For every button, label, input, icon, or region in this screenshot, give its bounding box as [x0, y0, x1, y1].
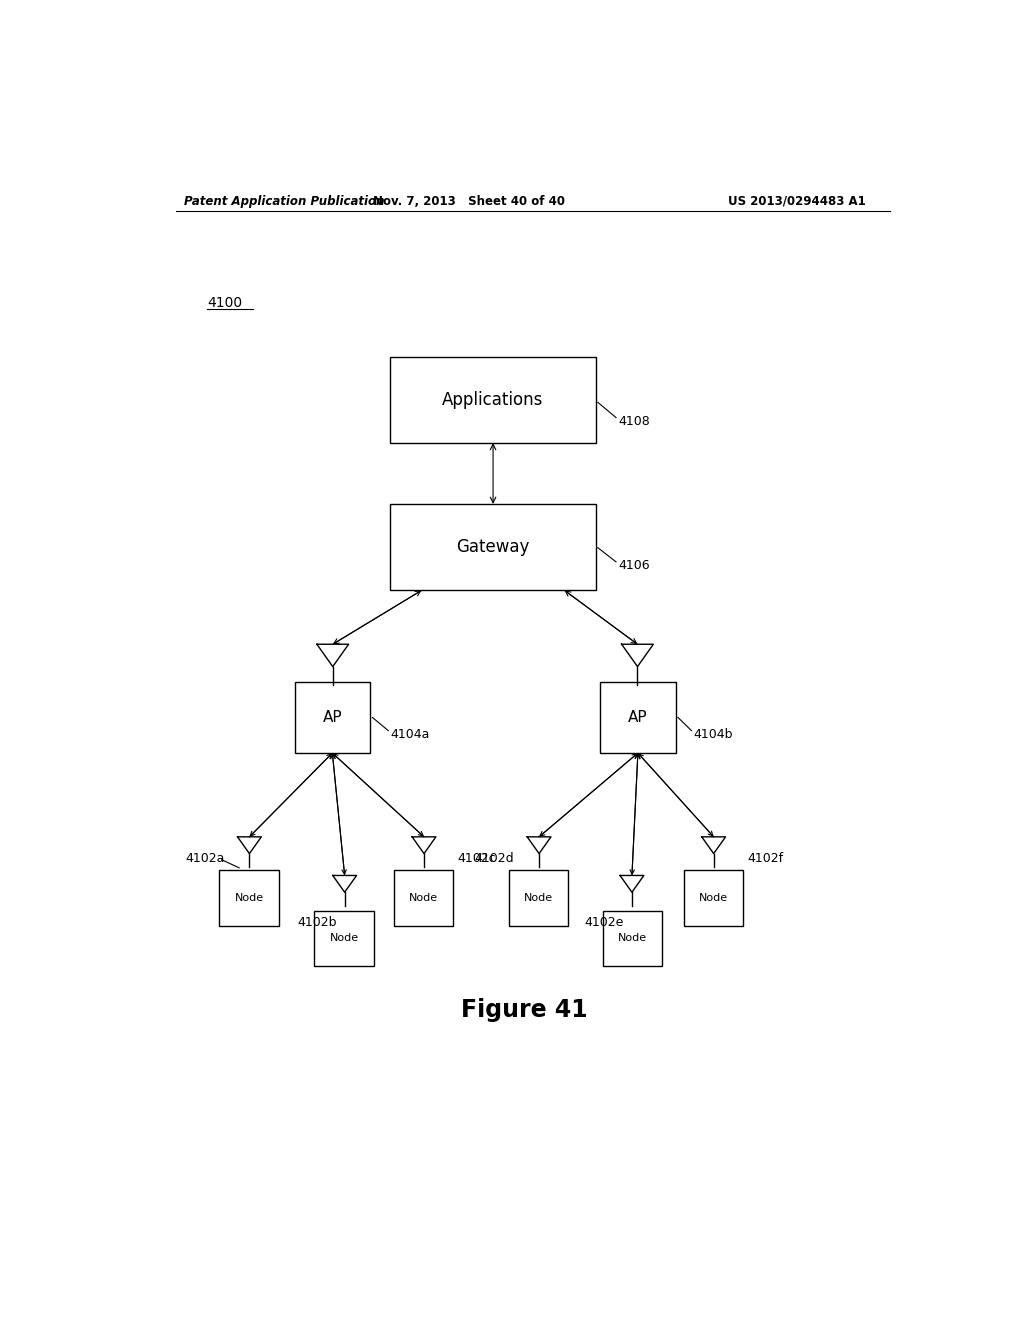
Text: 4104a: 4104a	[390, 727, 429, 741]
Text: US 2013/0294483 A1: US 2013/0294483 A1	[728, 194, 866, 207]
Text: 4102d: 4102d	[475, 851, 514, 865]
FancyBboxPatch shape	[600, 682, 676, 752]
FancyBboxPatch shape	[314, 911, 374, 966]
Text: 4102e: 4102e	[585, 916, 624, 928]
Text: 4102a: 4102a	[185, 851, 224, 865]
Text: Node: Node	[698, 892, 728, 903]
FancyBboxPatch shape	[390, 356, 596, 444]
Text: Figure 41: Figure 41	[462, 998, 588, 1022]
Text: 4102f: 4102f	[748, 851, 783, 865]
Text: Node: Node	[524, 892, 553, 903]
Text: Nov. 7, 2013   Sheet 40 of 40: Nov. 7, 2013 Sheet 40 of 40	[373, 194, 565, 207]
Text: AP: AP	[323, 710, 342, 725]
Text: Gateway: Gateway	[457, 539, 529, 556]
Text: 4102c: 4102c	[458, 851, 496, 865]
Text: 4100: 4100	[207, 296, 243, 310]
Text: Applications: Applications	[442, 391, 544, 409]
FancyBboxPatch shape	[390, 504, 596, 590]
Text: 4108: 4108	[618, 414, 650, 428]
Text: Patent Application Publication: Patent Application Publication	[183, 194, 384, 207]
FancyBboxPatch shape	[684, 870, 743, 925]
FancyBboxPatch shape	[602, 911, 663, 966]
Text: Node: Node	[409, 892, 438, 903]
Text: 4104b: 4104b	[693, 727, 732, 741]
Text: 4102b: 4102b	[297, 916, 337, 928]
FancyBboxPatch shape	[295, 682, 370, 752]
Text: 4106: 4106	[618, 558, 650, 572]
FancyBboxPatch shape	[219, 870, 279, 925]
FancyBboxPatch shape	[509, 870, 568, 925]
Text: AP: AP	[628, 710, 648, 725]
Text: Node: Node	[617, 933, 647, 944]
Text: Node: Node	[330, 933, 358, 944]
Text: Node: Node	[234, 892, 263, 903]
FancyBboxPatch shape	[394, 870, 454, 925]
